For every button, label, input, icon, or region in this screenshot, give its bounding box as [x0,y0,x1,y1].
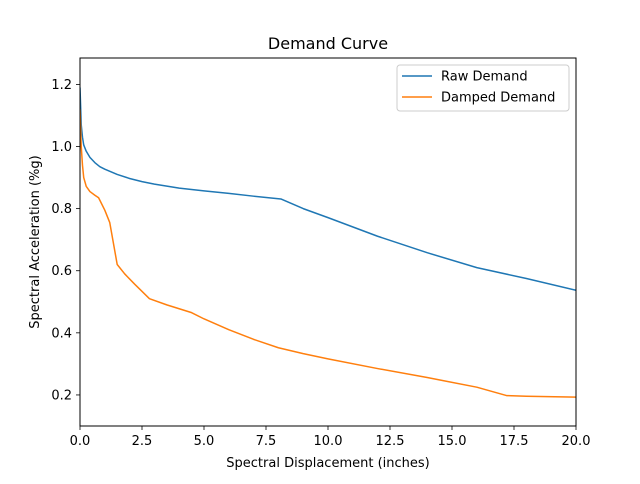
x-tick-label: 0.0 [70,434,91,449]
y-tick-label: 1.2 [51,78,72,93]
y-axis: 0.2 0.4 0.6 0.8 1.0 1.2 [51,78,80,403]
x-axis-label: Spectral Displacement (inches) [226,456,429,471]
y-tick-label: 0.4 [51,326,72,341]
legend-label-raw-demand: Raw Demand [441,70,528,85]
x-tick-label: 10.0 [314,434,343,449]
chart-title: Demand Curve [268,34,388,53]
series-line-raw-demand [80,87,576,292]
x-tick-label: 12.5 [376,434,405,449]
legend: Raw Demand Damped Demand [396,64,570,112]
y-tick-label: 1.0 [51,140,72,155]
series-layer [80,87,576,398]
series-line-damped-demand [80,109,576,398]
y-tick-label: 0.8 [51,202,72,217]
y-axis-label: Spectral Acceleration (%g) [28,155,43,328]
x-tick-label: 7.5 [256,434,277,449]
legend-box [396,64,570,112]
y-tick-label: 0.2 [51,388,72,403]
x-tick-label: 15.0 [438,434,467,449]
x-tick-label: 5.0 [194,434,215,449]
legend-label-damped-demand: Damped Demand [441,91,555,106]
x-tick-label: 20.0 [562,434,591,449]
x-axis: 0.0 2.5 5.0 7.5 10.0 12.5 15.0 17.5 20.0 [70,426,591,449]
x-tick-label: 2.5 [132,434,153,449]
y-tick-label: 0.6 [51,264,72,279]
x-tick-label: 17.5 [500,434,529,449]
